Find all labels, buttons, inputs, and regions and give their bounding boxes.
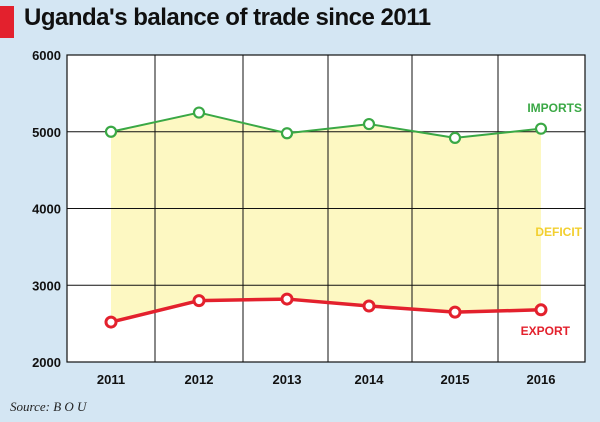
x-tick-label: 2015 <box>441 372 470 387</box>
source-note: Source: B O U <box>10 399 87 414</box>
imports-point <box>280 127 294 140</box>
title-accent-bar <box>0 6 14 38</box>
title-bar: Uganda's balance of trade since 2011 <box>0 0 600 44</box>
deficit-label: DEFICIT <box>535 225 582 239</box>
imports-point <box>104 125 118 138</box>
series-lines <box>104 106 548 329</box>
x-tick-label: 2016 <box>527 372 556 387</box>
grid-lines <box>66 54 586 363</box>
imports-point <box>448 131 462 144</box>
y-tick-label: 4000 <box>32 202 61 217</box>
chart-title: Uganda's balance of trade since 2011 <box>24 4 431 31</box>
x-tick-label: 2013 <box>273 372 302 387</box>
export-label: EXPORT <box>521 324 571 338</box>
x-tick-label: 2012 <box>185 372 214 387</box>
imports-point <box>534 122 548 135</box>
y-tick-label: 6000 <box>32 48 61 63</box>
y-tick-label: 5000 <box>32 125 61 140</box>
imports-line <box>110 111 542 139</box>
imports-label: IMPORTS <box>527 101 582 115</box>
export-point <box>104 315 118 329</box>
y-tick-label: 3000 <box>32 278 61 293</box>
plot-border <box>66 54 586 363</box>
export-point <box>192 294 206 308</box>
export-point <box>280 292 294 306</box>
export-point <box>362 299 376 313</box>
axis-labels: 2000 3000 4000 5000 6000 2011 2012 2013 2014 2015… <box>32 48 555 387</box>
export-point <box>534 303 548 317</box>
x-tick-label: 2014 <box>355 372 385 387</box>
x-tick-label: 2011 <box>97 372 125 387</box>
deficit-area <box>111 112 541 323</box>
series-labels: IMPORTS EXPORT DEFICIT <box>521 101 583 338</box>
imports-point <box>362 117 376 131</box>
imports-point <box>192 106 206 119</box>
export-point <box>448 305 462 319</box>
y-tick-label: 2000 <box>32 355 61 370</box>
export-line <box>110 297 542 324</box>
